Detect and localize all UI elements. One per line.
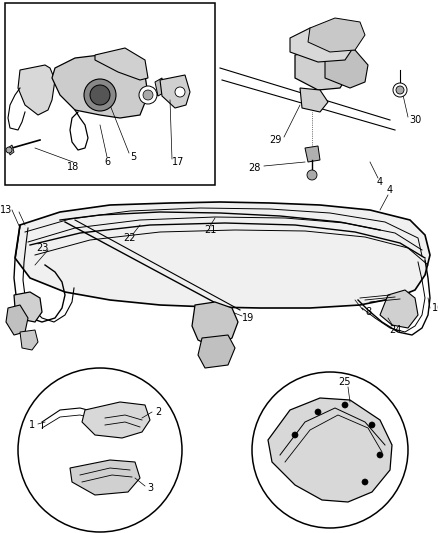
Text: 16: 16 xyxy=(431,303,438,313)
Circle shape xyxy=(143,90,153,100)
Polygon shape xyxy=(15,202,429,308)
Text: 29: 29 xyxy=(268,135,281,145)
Text: 5: 5 xyxy=(130,152,136,162)
Text: 2: 2 xyxy=(155,407,161,417)
Polygon shape xyxy=(6,305,28,335)
Circle shape xyxy=(392,83,406,97)
Polygon shape xyxy=(8,145,14,155)
Circle shape xyxy=(84,79,116,111)
Circle shape xyxy=(314,409,320,415)
Text: 18: 18 xyxy=(67,162,79,172)
Text: 19: 19 xyxy=(241,313,254,323)
Text: 25: 25 xyxy=(338,377,350,387)
Polygon shape xyxy=(155,78,165,96)
Circle shape xyxy=(291,432,297,438)
Circle shape xyxy=(251,372,407,528)
Text: 1: 1 xyxy=(29,420,35,430)
Text: 28: 28 xyxy=(247,163,260,173)
Polygon shape xyxy=(294,48,349,90)
Circle shape xyxy=(6,147,12,153)
Polygon shape xyxy=(299,88,327,112)
Circle shape xyxy=(139,86,157,104)
Text: 21: 21 xyxy=(203,225,215,235)
Polygon shape xyxy=(290,28,354,62)
Circle shape xyxy=(306,170,316,180)
Polygon shape xyxy=(52,55,148,118)
Text: 13: 13 xyxy=(0,205,12,215)
Polygon shape xyxy=(18,65,55,115)
Polygon shape xyxy=(324,48,367,88)
Polygon shape xyxy=(82,402,150,438)
Text: 8: 8 xyxy=(364,307,370,317)
Circle shape xyxy=(376,452,382,458)
Polygon shape xyxy=(379,290,417,328)
Text: 17: 17 xyxy=(171,157,184,167)
Polygon shape xyxy=(191,302,237,348)
Text: 4: 4 xyxy=(386,185,392,195)
Polygon shape xyxy=(198,335,234,368)
Polygon shape xyxy=(70,460,140,495)
Polygon shape xyxy=(95,48,148,80)
Polygon shape xyxy=(14,292,42,322)
Text: 6: 6 xyxy=(104,157,110,167)
Circle shape xyxy=(90,85,110,105)
Text: 3: 3 xyxy=(147,483,153,493)
Polygon shape xyxy=(304,146,319,162)
Circle shape xyxy=(341,402,347,408)
Bar xyxy=(5,3,215,185)
Circle shape xyxy=(175,87,184,97)
Text: 22: 22 xyxy=(124,233,136,243)
Text: 30: 30 xyxy=(408,115,420,125)
Text: 23: 23 xyxy=(36,243,48,253)
Polygon shape xyxy=(20,330,38,350)
Text: 24: 24 xyxy=(388,325,400,335)
Text: 4: 4 xyxy=(376,177,382,187)
Polygon shape xyxy=(159,75,190,108)
Circle shape xyxy=(18,368,182,532)
Polygon shape xyxy=(307,18,364,52)
Circle shape xyxy=(368,422,374,428)
Polygon shape xyxy=(267,398,391,502)
Circle shape xyxy=(395,86,403,94)
Circle shape xyxy=(361,479,367,485)
